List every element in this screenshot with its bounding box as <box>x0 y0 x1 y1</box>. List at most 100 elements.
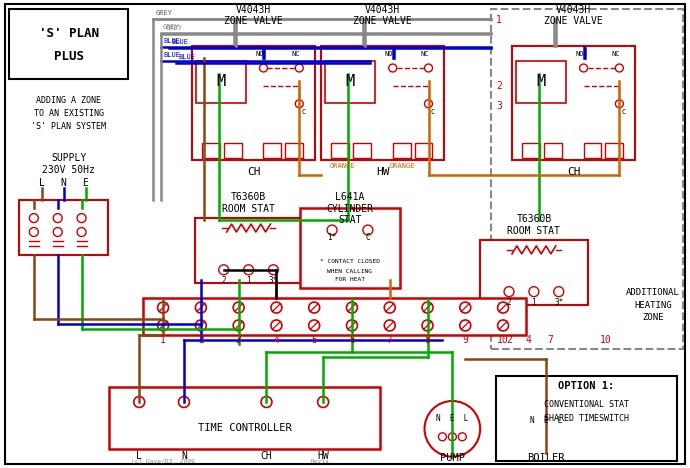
Circle shape <box>53 227 62 236</box>
Bar <box>544 143 562 159</box>
Text: ROOM STAT: ROOM STAT <box>507 226 560 236</box>
Circle shape <box>530 435 538 443</box>
Circle shape <box>134 396 145 408</box>
Text: BLUE: BLUE <box>163 38 180 44</box>
Circle shape <box>219 265 228 275</box>
Circle shape <box>422 320 433 331</box>
Circle shape <box>424 64 433 72</box>
Text: C: C <box>366 233 370 242</box>
Text: 2: 2 <box>506 336 512 345</box>
Circle shape <box>53 213 62 223</box>
Bar <box>393 143 411 159</box>
Text: SHARED TIMESWITCH: SHARED TIMESWITCH <box>544 414 629 423</box>
Bar <box>300 208 400 288</box>
Text: CYLINDER: CYLINDER <box>326 204 373 214</box>
Text: PLUS: PLUS <box>54 50 83 63</box>
Bar <box>491 9 683 349</box>
Text: 7: 7 <box>548 336 553 345</box>
Bar <box>353 143 371 159</box>
Bar <box>605 143 623 159</box>
Text: 1*: 1* <box>328 233 337 242</box>
Bar <box>516 61 566 103</box>
Text: 1: 1 <box>531 298 536 307</box>
Bar <box>510 409 582 453</box>
Text: TO AN EXISTING: TO AN EXISTING <box>34 109 104 118</box>
Text: 1: 1 <box>160 336 166 345</box>
Circle shape <box>317 396 328 408</box>
Circle shape <box>497 320 509 331</box>
Bar <box>264 143 282 159</box>
Text: SUPPLY: SUPPLY <box>51 154 86 163</box>
Text: BLUE: BLUE <box>171 39 188 45</box>
Text: HW: HW <box>317 451 329 461</box>
Circle shape <box>438 433 446 441</box>
Circle shape <box>424 100 433 108</box>
Bar <box>512 46 635 161</box>
Text: ZONE: ZONE <box>642 314 664 322</box>
Bar <box>19 200 108 255</box>
Text: 3: 3 <box>496 101 502 111</box>
Text: 1: 1 <box>246 276 251 285</box>
Text: NC: NC <box>291 51 300 57</box>
Circle shape <box>504 287 514 297</box>
Text: C: C <box>302 109 306 115</box>
Circle shape <box>448 433 456 441</box>
Text: 1: 1 <box>496 15 502 25</box>
Text: 2: 2 <box>221 276 226 285</box>
Text: 6: 6 <box>349 336 355 345</box>
Circle shape <box>554 287 564 297</box>
Circle shape <box>388 64 397 72</box>
Text: N  E  L: N E L <box>436 414 469 423</box>
Text: ADDING A ZONE: ADDING A ZONE <box>36 96 101 105</box>
Circle shape <box>346 320 357 331</box>
Circle shape <box>295 64 303 72</box>
Bar <box>321 46 444 161</box>
Bar <box>196 61 246 103</box>
Bar <box>584 143 602 159</box>
Bar <box>202 143 219 159</box>
Circle shape <box>542 435 550 443</box>
Circle shape <box>30 227 39 236</box>
Text: 3*: 3* <box>554 298 563 307</box>
Text: GREY: GREY <box>155 10 172 16</box>
Text: 8: 8 <box>424 336 431 345</box>
Text: M: M <box>346 74 355 89</box>
Text: BLUE: BLUE <box>178 54 195 60</box>
Text: CH: CH <box>261 451 273 461</box>
Text: HEATING: HEATING <box>634 300 672 309</box>
Circle shape <box>77 213 86 223</box>
Circle shape <box>77 227 86 236</box>
Text: HW: HW <box>376 168 390 177</box>
Text: 230V 50Hz: 230V 50Hz <box>42 165 95 176</box>
Text: TIME CONTROLLER: TIME CONTROLLER <box>198 423 291 433</box>
Bar <box>480 240 588 305</box>
Circle shape <box>233 302 244 313</box>
Text: 3: 3 <box>236 336 241 345</box>
Circle shape <box>460 320 471 331</box>
Text: 5: 5 <box>311 336 317 345</box>
Text: ZONE VALVE: ZONE VALVE <box>353 16 412 26</box>
Text: NO: NO <box>255 51 264 57</box>
Text: ORANGE: ORANGE <box>390 163 415 169</box>
Circle shape <box>424 401 480 457</box>
Circle shape <box>308 302 319 313</box>
Bar <box>144 298 526 336</box>
Text: WHEN CALLING: WHEN CALLING <box>328 269 373 274</box>
Text: M: M <box>216 74 226 89</box>
Circle shape <box>615 64 623 72</box>
Bar <box>192 46 315 161</box>
Circle shape <box>460 302 471 313</box>
Circle shape <box>529 287 539 297</box>
Circle shape <box>30 213 39 223</box>
Text: CH: CH <box>247 168 260 177</box>
Circle shape <box>261 396 272 408</box>
Text: T6360B: T6360B <box>516 214 551 224</box>
Text: 2: 2 <box>198 336 204 345</box>
Text: 2: 2 <box>496 81 502 91</box>
Text: ZONE VALVE: ZONE VALVE <box>544 16 603 26</box>
Text: 3*: 3* <box>269 276 278 285</box>
Bar <box>224 143 241 159</box>
Circle shape <box>244 265 253 275</box>
Bar <box>286 143 303 159</box>
Bar <box>415 143 433 159</box>
